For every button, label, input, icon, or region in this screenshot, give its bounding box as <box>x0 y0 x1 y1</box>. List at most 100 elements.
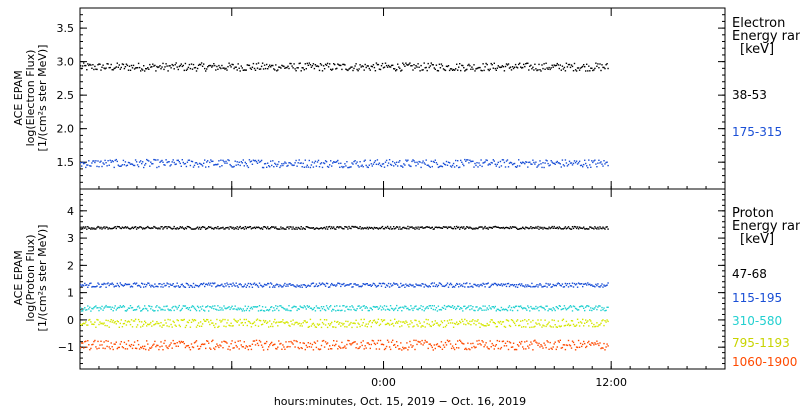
electron-point-175-315 <box>357 164 359 167</box>
proton-point-795-1193 <box>406 321 408 324</box>
proton-point-115-195 <box>560 285 562 287</box>
proton-point-1060-1900 <box>367 342 369 344</box>
proton-point-310-580 <box>344 310 346 312</box>
proton-point-115-195 <box>409 283 411 285</box>
proton-point-115-195 <box>282 285 284 288</box>
proton-point-47-68 <box>494 225 496 228</box>
proton-point-47-68 <box>539 226 541 228</box>
electron-point-38-53 <box>367 65 369 67</box>
proton-point-47-68 <box>458 226 460 228</box>
proton-point-47-68 <box>594 226 596 228</box>
proton-point-47-68 <box>110 227 112 230</box>
electron-point-175-315 <box>168 161 170 163</box>
proton-point-1060-1900 <box>84 341 86 343</box>
electron-point-175-315 <box>243 165 245 167</box>
proton-point-47-68 <box>523 227 525 229</box>
electron-point-175-315 <box>361 164 363 166</box>
proton-point-115-195 <box>122 285 125 287</box>
proton-point-795-1193 <box>577 321 580 324</box>
proton-point-47-68 <box>460 226 462 229</box>
proton-point-1060-1900 <box>363 348 365 350</box>
proton-point-1060-1900 <box>386 339 389 341</box>
electron-point-38-53 <box>142 69 144 71</box>
proton-point-115-195 <box>238 283 240 286</box>
electron-point-175-315 <box>129 163 132 165</box>
proton-point-115-195 <box>399 286 401 288</box>
proton-point-310-580 <box>125 310 128 312</box>
proton-point-115-195 <box>229 283 231 285</box>
proton-point-47-68 <box>592 227 594 229</box>
proton-point-1060-1900 <box>86 346 88 348</box>
proton-point-310-580 <box>509 309 512 311</box>
electron-point-175-315 <box>135 161 138 163</box>
electron-point-175-315 <box>235 164 237 166</box>
proton-point-47-68 <box>359 226 361 228</box>
proton-point-310-580 <box>427 307 429 310</box>
proton-point-310-580 <box>465 308 467 310</box>
electron-point-175-315 <box>438 166 441 168</box>
electron-point-38-53 <box>342 63 344 66</box>
electron-point-175-315 <box>111 160 113 162</box>
electron-point-38-53 <box>355 63 357 65</box>
electron-point-175-315 <box>404 164 406 166</box>
proton-point-47-68 <box>356 226 358 228</box>
proton-point-310-580 <box>350 309 352 311</box>
proton-point-310-580 <box>470 305 472 307</box>
proton-point-115-195 <box>335 285 337 287</box>
proton-point-47-68 <box>171 228 173 230</box>
electron-point-175-315 <box>162 161 164 163</box>
proton-legend-115-195: 115-195 <box>732 291 782 305</box>
proton-point-795-1193 <box>457 323 459 326</box>
proton-point-795-1193 <box>539 324 541 326</box>
proton-point-1060-1900 <box>523 348 525 350</box>
proton-point-115-195 <box>382 282 385 284</box>
proton-point-1060-1900 <box>379 339 382 342</box>
proton-point-310-580 <box>366 307 368 309</box>
proton-point-310-580 <box>331 310 333 312</box>
proton-point-115-195 <box>524 286 526 288</box>
proton-point-1060-1900 <box>457 340 459 342</box>
proton-point-115-195 <box>403 284 405 286</box>
proton-point-795-1193 <box>108 326 110 328</box>
proton-point-795-1193 <box>150 321 152 324</box>
proton-point-795-1193 <box>525 326 527 328</box>
electron-point-175-315 <box>209 161 211 164</box>
proton-point-310-580 <box>353 308 355 310</box>
proton-point-1060-1900 <box>194 341 197 343</box>
proton-point-1060-1900 <box>286 346 288 348</box>
electron-point-175-315 <box>546 160 548 162</box>
proton-point-115-195 <box>141 282 143 284</box>
proton-point-310-580 <box>494 305 496 308</box>
proton-point-115-195 <box>169 283 171 285</box>
electron-point-38-53 <box>555 64 557 67</box>
proton-point-47-68 <box>337 226 339 228</box>
proton-point-115-195 <box>416 284 418 286</box>
proton-point-115-195 <box>180 284 182 286</box>
proton-point-115-195 <box>526 285 528 288</box>
proton-point-115-195 <box>244 283 246 285</box>
proton-point-47-68 <box>173 225 175 228</box>
electron-point-175-315 <box>385 159 388 162</box>
electron-point-175-315 <box>420 166 422 169</box>
proton-point-115-195 <box>439 282 442 285</box>
electron-point-38-53 <box>418 66 420 68</box>
proton-point-795-1193 <box>206 318 208 321</box>
proton-point-47-68 <box>251 227 254 229</box>
electron-point-175-315 <box>508 162 511 164</box>
proton-point-310-580 <box>498 309 501 311</box>
electron-point-38-53 <box>535 68 537 70</box>
electron-point-38-53 <box>606 63 608 65</box>
proton-point-47-68 <box>425 226 427 228</box>
electron-point-175-315 <box>314 160 317 162</box>
proton-point-795-1193 <box>286 321 288 323</box>
proton-point-310-580 <box>261 306 264 308</box>
proton-point-310-580 <box>394 308 396 310</box>
proton-point-47-68 <box>403 226 405 229</box>
proton-point-310-580 <box>163 305 165 308</box>
proton-point-115-195 <box>152 285 154 287</box>
proton-point-1060-1900 <box>207 340 209 342</box>
proton-point-115-195 <box>602 286 604 288</box>
proton-point-795-1193 <box>550 326 552 328</box>
proton-point-795-1193 <box>102 323 104 325</box>
proton-point-1060-1900 <box>124 348 127 350</box>
